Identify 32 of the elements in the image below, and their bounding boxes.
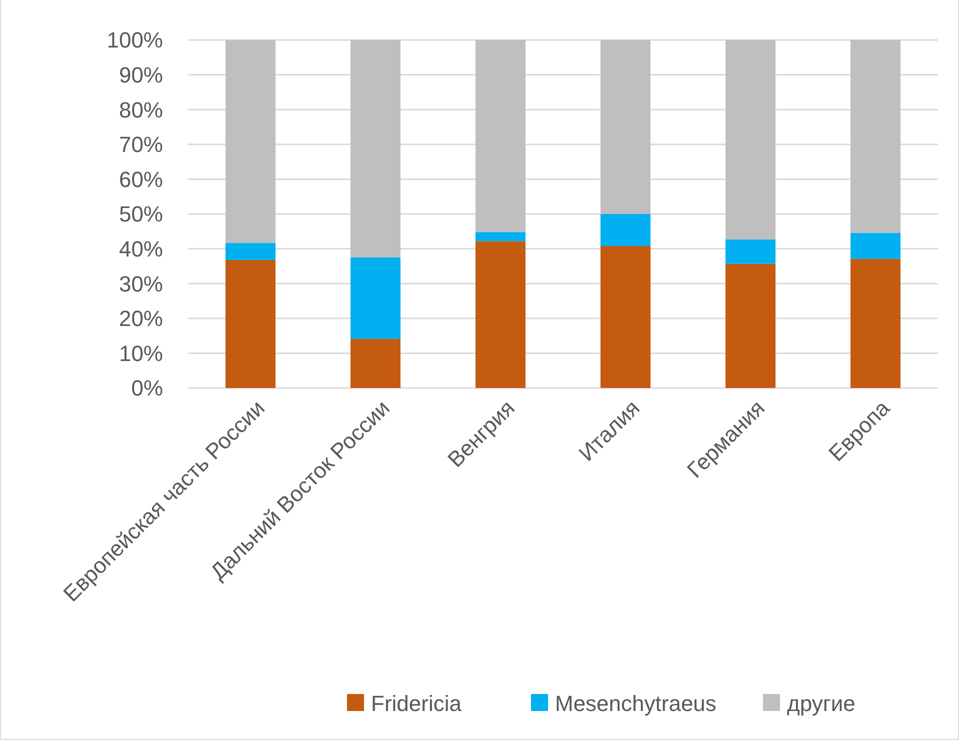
bar [226, 40, 276, 243]
bar [726, 239, 776, 264]
bar [476, 241, 526, 388]
y-tick-label: 10% [118, 340, 163, 366]
bar [600, 214, 650, 246]
y-tick-label: 70% [118, 132, 163, 158]
y-tick-label: 0% [131, 376, 163, 401]
y-tick-label: 80% [118, 97, 163, 122]
bar [850, 258, 900, 388]
y-tick-label: 60% [118, 166, 163, 192]
bar [850, 40, 900, 233]
y-tick-label: 100% [106, 28, 163, 53]
bar [226, 260, 276, 388]
bar [476, 232, 526, 242]
bar [600, 40, 650, 214]
y-tick-label: 20% [118, 306, 163, 332]
bar [726, 40, 776, 240]
legend-label: другие [787, 691, 856, 716]
bar [600, 246, 650, 388]
y-tick-label: 40% [118, 236, 163, 262]
bar [350, 338, 400, 388]
bar [350, 258, 400, 339]
bar [476, 40, 526, 232]
bar [226, 242, 276, 260]
bar [850, 232, 900, 259]
legend-label: Mesenchytraeus [555, 691, 716, 716]
bar [726, 264, 776, 388]
y-tick-label: 30% [118, 271, 163, 296]
bar [350, 40, 400, 258]
y-tick-label: 90% [118, 62, 163, 88]
legend-label: Fridericia [371, 691, 462, 716]
y-tick-label: 50% [118, 202, 163, 227]
